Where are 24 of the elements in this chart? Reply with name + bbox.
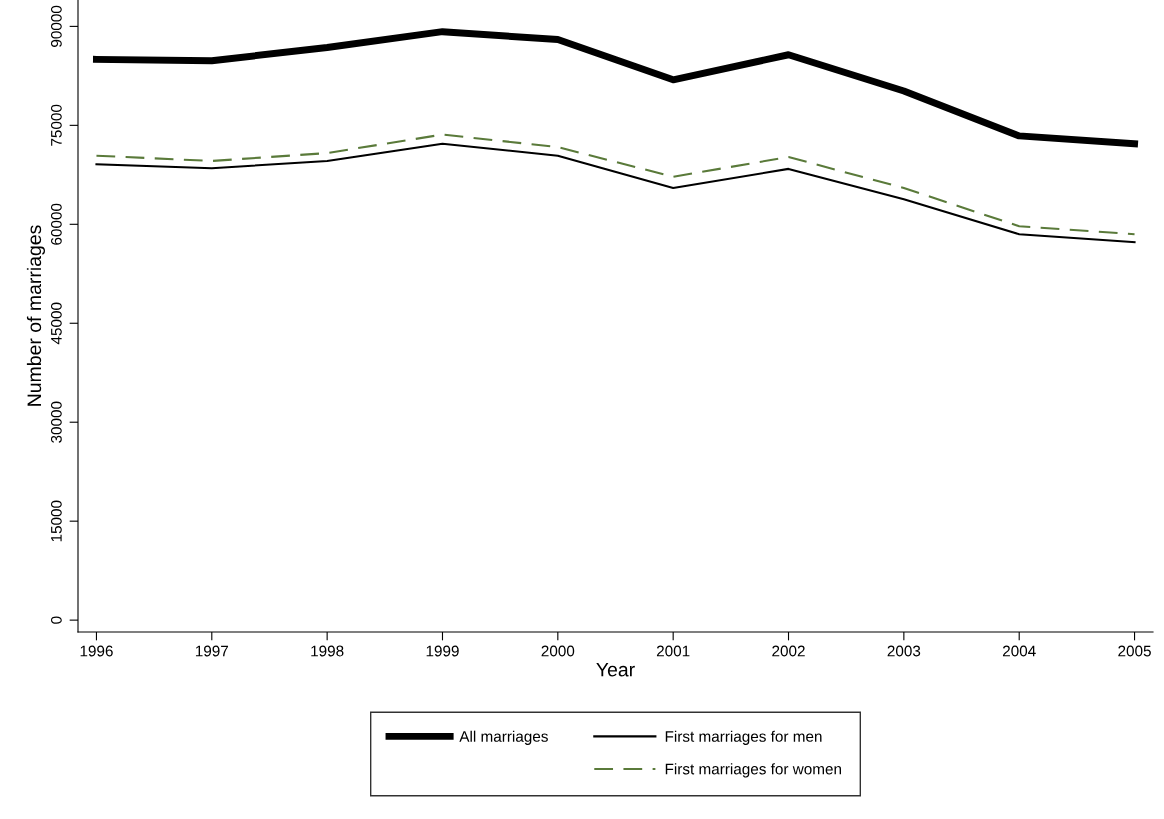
y-tick-label: 75000 — [50, 104, 62, 146]
x-tick-label: 1997 — [195, 645, 229, 657]
line-series — [95, 133, 1136, 236]
x-tick-label: 2000 — [541, 645, 575, 657]
y-axis-title: Number of marriages — [26, 225, 46, 406]
x-tick-label: 2001 — [656, 645, 690, 657]
y-tick-label: 30000 — [50, 401, 62, 443]
y-tick-label: 15000 — [50, 500, 62, 542]
line-series — [95, 142, 1136, 244]
x-tick-label: 2005 — [1118, 645, 1151, 657]
x-tick-label: 2004 — [1002, 645, 1036, 657]
y-tick-label: 60000 — [50, 203, 62, 245]
legend-label: All marriages — [459, 730, 548, 745]
x-tick-label: 2003 — [887, 645, 921, 657]
y-tick-label: 0 — [50, 616, 62, 624]
x-tick-label: 1996 — [80, 645, 113, 657]
x-axis-title: Year — [596, 662, 635, 677]
y-tick-label: 45000 — [50, 302, 62, 345]
legend-label: First marriages for men — [665, 730, 822, 745]
x-tick-label: 2002 — [772, 645, 805, 657]
y-tick-label: 90000 — [50, 5, 62, 47]
x-tick-label: 1999 — [426, 645, 459, 657]
legend-label: First marriages for women — [665, 763, 841, 778]
x-tick-label: 1998 — [311, 645, 344, 657]
